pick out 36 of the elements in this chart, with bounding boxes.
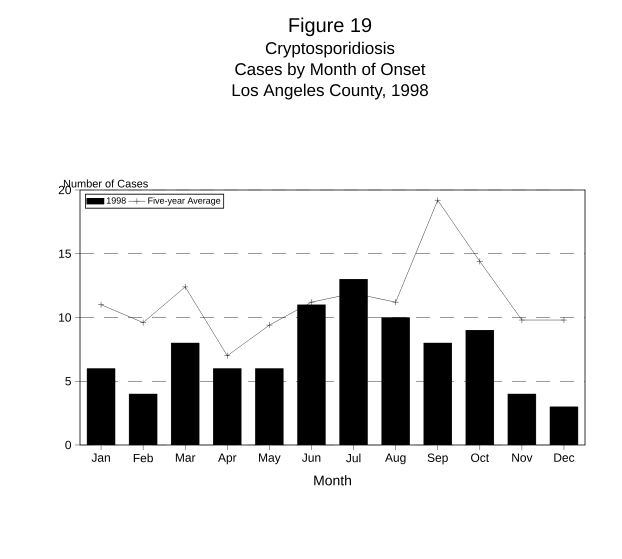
x-tick-label: Jan xyxy=(92,454,110,462)
y-tick-label: 10 xyxy=(59,313,72,322)
y-tick-label: 0 xyxy=(65,440,72,450)
y-tick-label: 15 xyxy=(59,250,71,258)
point xyxy=(560,316,568,324)
point xyxy=(476,258,483,265)
x-tick-label: Apr xyxy=(218,454,236,464)
x-tick-label: Nov xyxy=(512,454,532,462)
point xyxy=(182,284,188,290)
point xyxy=(392,298,399,306)
x-tick-label: Dec xyxy=(554,454,574,462)
y-tick-label: 5 xyxy=(65,377,71,386)
x-tick-label: Oct xyxy=(471,454,490,462)
text: Cryptosporidiosis xyxy=(266,42,394,58)
x-tick-label: Jul xyxy=(346,454,360,462)
point xyxy=(224,352,230,359)
text: Los Angeles County, 1998 xyxy=(232,84,428,100)
legend-label: 1998 xyxy=(106,197,126,204)
x-tick-label: Feb xyxy=(134,454,153,462)
point xyxy=(518,316,526,324)
y-axis-title: Number of Cases xyxy=(64,179,148,188)
y-tick-label: 20 xyxy=(58,186,72,194)
chart-title: Figure 19 xyxy=(290,18,372,36)
point xyxy=(266,322,273,328)
text: Cases by Month of Onset xyxy=(235,62,426,79)
x-tick-label: Sep xyxy=(428,454,448,464)
point xyxy=(434,196,441,204)
point xyxy=(308,298,315,306)
legend-label: Five-year Average xyxy=(148,197,220,206)
point xyxy=(98,302,104,308)
x-axis-title: Month xyxy=(314,475,351,486)
x-tick-label: Aug xyxy=(385,454,406,464)
x-tick-label: May xyxy=(259,454,281,464)
point xyxy=(140,319,146,326)
x-tick-label: Mar xyxy=(176,454,196,462)
x-tick-label: Jun xyxy=(302,454,320,462)
